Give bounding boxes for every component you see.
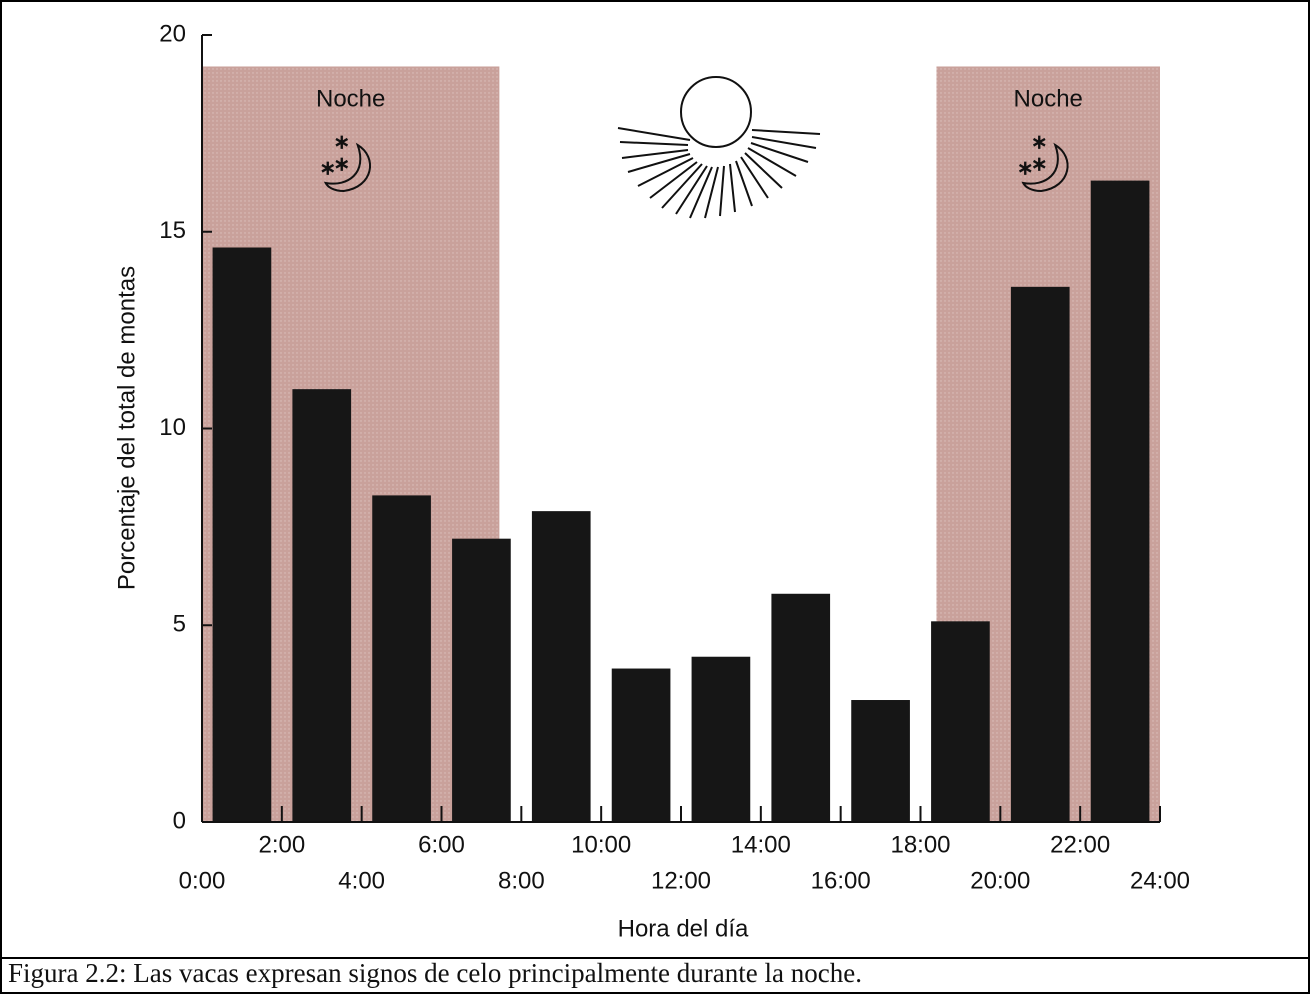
night-label: Noche bbox=[1014, 85, 1083, 112]
x-tick-label: 2:00 bbox=[258, 831, 305, 858]
sun-icon bbox=[618, 77, 820, 218]
page: Noche∗∗∗Noche∗∗∗051015200:002:004:006:00… bbox=[0, 0, 1311, 994]
star: ∗ bbox=[333, 153, 350, 175]
bar bbox=[292, 389, 351, 822]
y-tick-label: 20 bbox=[159, 20, 186, 47]
bar bbox=[612, 669, 671, 822]
x-tick-label: 12:00 bbox=[651, 867, 711, 894]
y-tick-label: 5 bbox=[173, 611, 186, 638]
bar bbox=[851, 700, 910, 822]
bar bbox=[532, 511, 591, 822]
bar bbox=[1011, 287, 1070, 822]
x-tick-label: 16:00 bbox=[811, 867, 871, 894]
x-tick-label: 24:00 bbox=[1130, 867, 1190, 894]
bar bbox=[372, 495, 431, 822]
bar bbox=[213, 247, 272, 822]
y-axis-title: Porcentaje del total de montas bbox=[113, 266, 140, 590]
x-tick-label: 14:00 bbox=[731, 831, 791, 858]
x-tick-label: 18:00 bbox=[890, 831, 950, 858]
x-tick-label: 20:00 bbox=[970, 867, 1030, 894]
star: ∗ bbox=[1031, 131, 1048, 153]
bar bbox=[1091, 181, 1150, 822]
bar bbox=[931, 621, 990, 822]
x-tick-label: 8:00 bbox=[498, 867, 545, 894]
figure: Noche∗∗∗Noche∗∗∗051015200:002:004:006:00… bbox=[0, 0, 1311, 994]
x-tick-label: 6:00 bbox=[418, 831, 465, 858]
x-tick-label: 10:00 bbox=[571, 831, 631, 858]
bar bbox=[452, 539, 511, 822]
y-tick-label: 10 bbox=[159, 414, 186, 441]
bar bbox=[771, 594, 830, 822]
y-tick-label: 15 bbox=[159, 217, 186, 244]
x-tick-label: 4:00 bbox=[338, 867, 385, 894]
star: ∗ bbox=[333, 131, 350, 153]
star: ∗ bbox=[1031, 153, 1048, 175]
x-axis-title: Hora del día bbox=[618, 915, 749, 942]
night-label: Noche bbox=[316, 85, 385, 112]
y-tick-label: 0 bbox=[173, 807, 186, 834]
x-tick-label: 22:00 bbox=[1050, 831, 1110, 858]
x-tick-label: 0:00 bbox=[179, 867, 226, 894]
caption: Figura 2.2: Las vacas expresan signos de… bbox=[8, 958, 862, 988]
bar bbox=[692, 657, 751, 822]
